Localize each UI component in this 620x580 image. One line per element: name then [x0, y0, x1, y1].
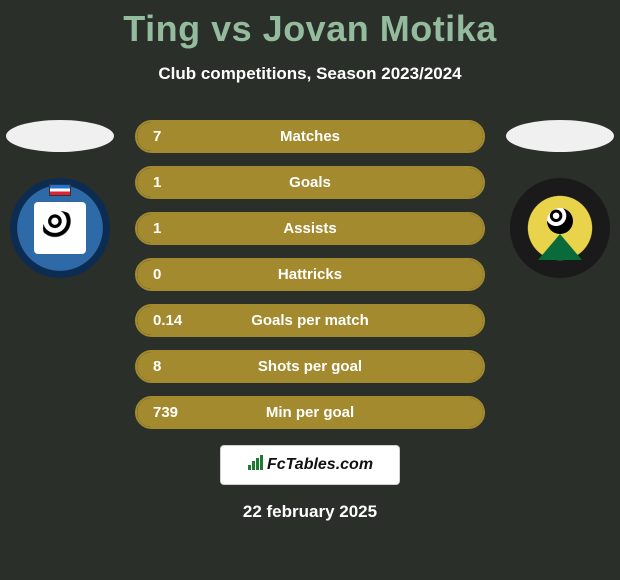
stat-label: Min per goal — [230, 404, 483, 421]
brand-text: FcTables.com — [267, 456, 373, 474]
crest-flag-icon — [49, 184, 71, 196]
stat-label: Assists — [230, 220, 483, 237]
stat-value: 1 — [137, 220, 230, 237]
brand-logo[interactable]: FcTables.com — [220, 445, 400, 485]
stat-row-hattricks: 0 Hattricks — [135, 258, 485, 291]
crest-triangle-icon — [538, 234, 582, 260]
stat-row-matches: 7 Matches — [135, 120, 485, 153]
left-player-column — [0, 120, 120, 278]
stat-label: Hattricks — [230, 266, 483, 283]
player1-club-crest — [10, 178, 110, 278]
stat-row-assists: 1 Assists — [135, 212, 485, 245]
stat-value: 0 — [137, 266, 230, 283]
stat-row-goals-per-match: 0.14 Goals per match — [135, 304, 485, 337]
stat-value: 7 — [137, 128, 230, 145]
stat-value: 0.14 — [137, 312, 230, 329]
player1-name: Ting — [123, 8, 200, 49]
stat-label: Goals per match — [230, 312, 483, 329]
stat-value: 739 — [137, 404, 230, 421]
stat-label: Shots per goal — [230, 358, 483, 375]
stat-row-goals: 1 Goals — [135, 166, 485, 199]
stats-panel: 7 Matches 1 Goals 1 Assists 0 Hattricks … — [135, 120, 485, 429]
page-title: Ting vs Jovan Motika — [0, 0, 620, 50]
right-player-column — [500, 120, 620, 278]
stat-label: Goals — [230, 174, 483, 191]
stat-row-shots-per-goal: 8 Shots per goal — [135, 350, 485, 383]
crest-shield-icon — [34, 202, 86, 254]
subtitle: Club competitions, Season 2023/2024 — [0, 64, 620, 84]
vs-text: vs — [211, 8, 252, 49]
stat-row-min-per-goal: 739 Min per goal — [135, 396, 485, 429]
football-icon — [43, 211, 77, 245]
player1-avatar-placeholder — [6, 120, 114, 152]
player2-club-crest — [510, 178, 610, 278]
stat-value: 8 — [137, 358, 230, 375]
player2-avatar-placeholder — [506, 120, 614, 152]
football-icon — [547, 208, 573, 234]
stat-label: Matches — [230, 128, 483, 145]
player2-name: Jovan Motika — [263, 8, 497, 49]
chart-icon — [247, 455, 265, 476]
date-text: 22 february 2025 — [0, 502, 620, 522]
stat-value: 1 — [137, 174, 230, 191]
